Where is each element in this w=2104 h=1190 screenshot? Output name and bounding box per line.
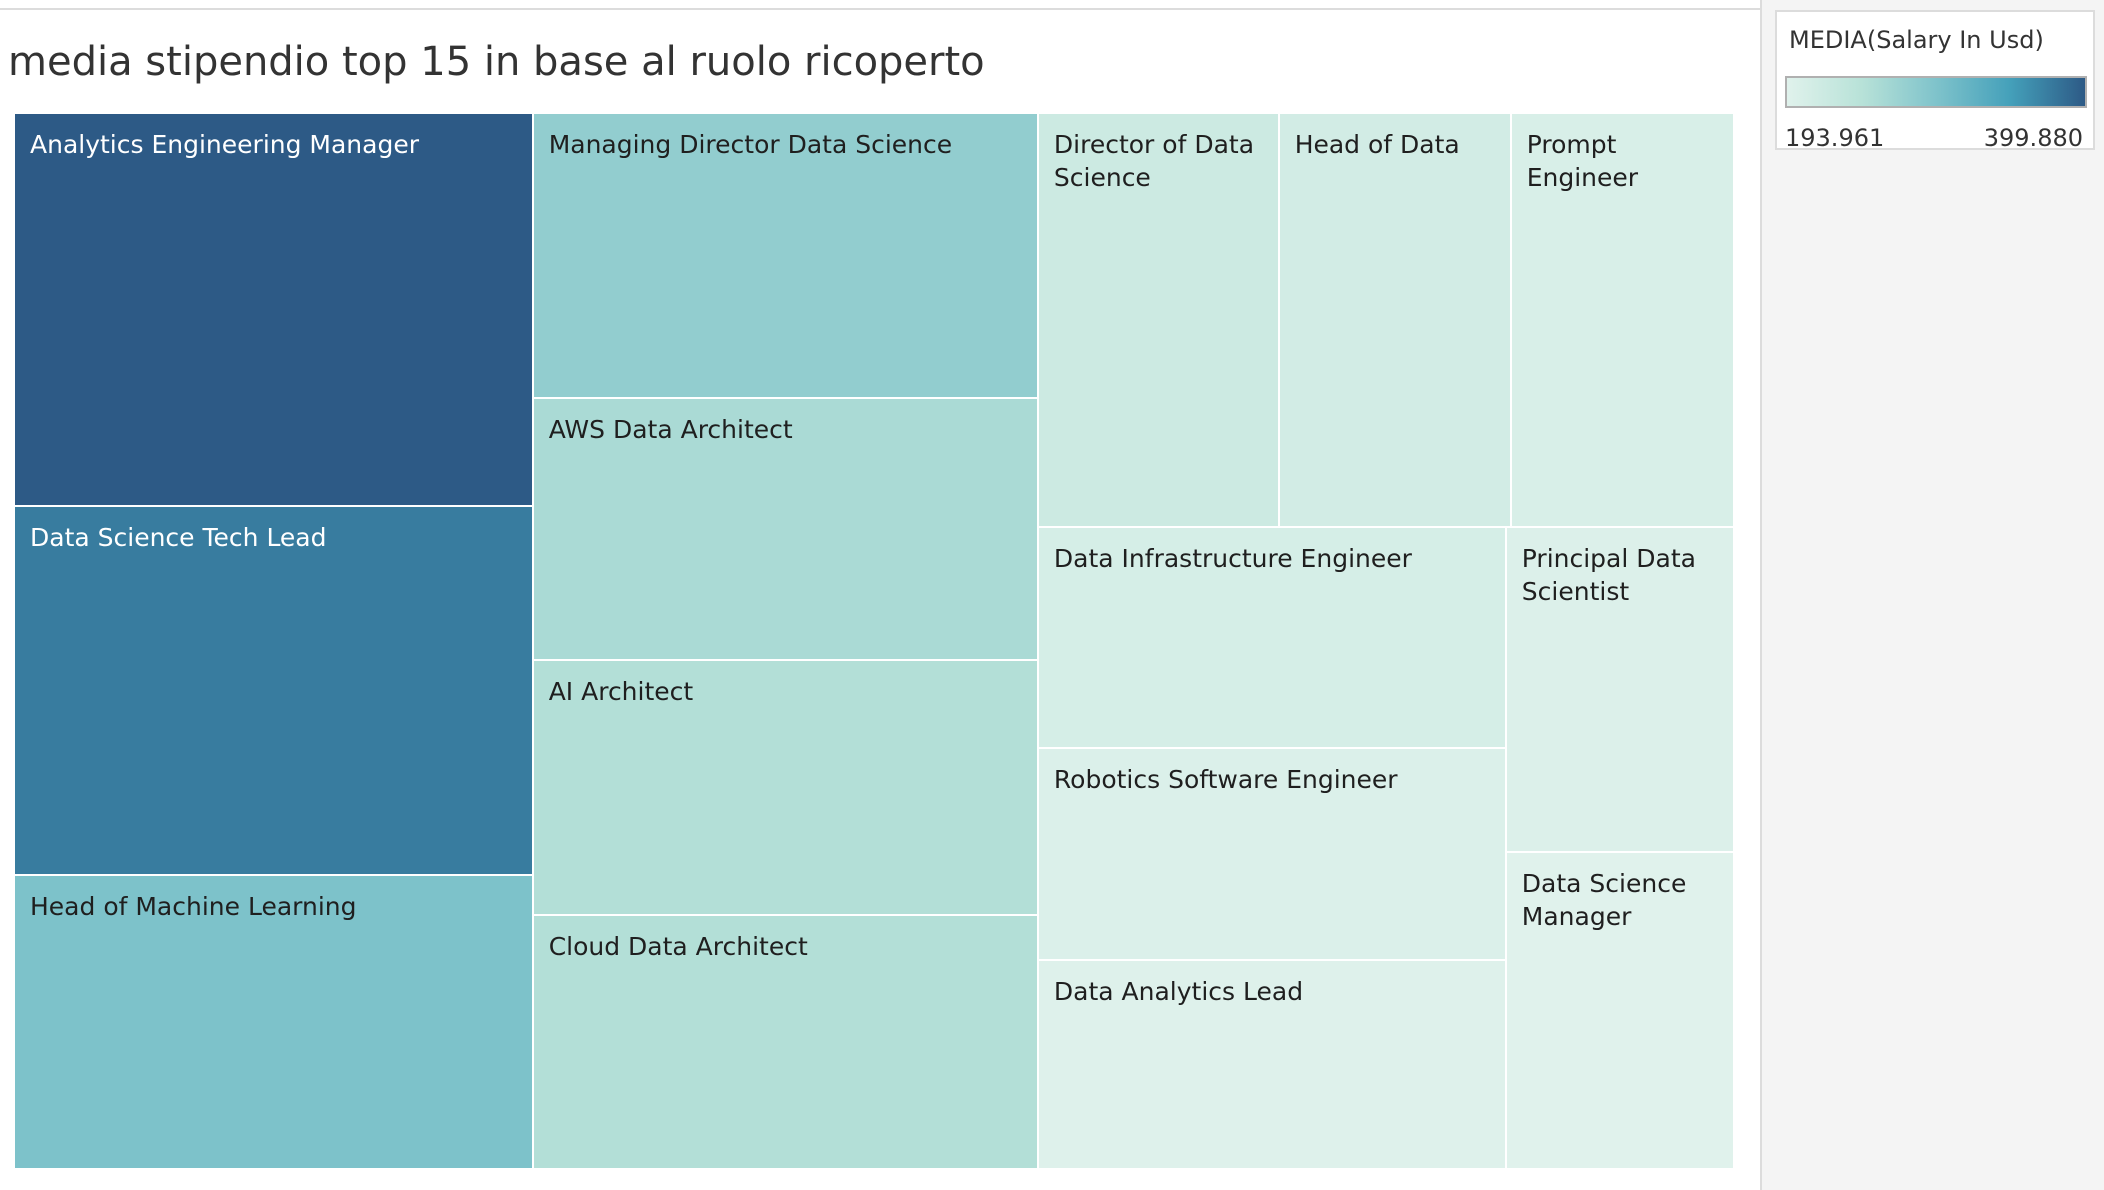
treemap: Analytics Engineering Manager Data Scienc…	[15, 114, 1735, 1170]
treemap-tile-label: Data Science Manager	[1521, 869, 1687, 932]
treemap-tile-label: Principal Data Scientist	[1521, 543, 1696, 606]
treemap-tile-label: Robotics Software Engineer	[1053, 764, 1398, 794]
treemap-tile-label: AWS Data Architect	[548, 414, 793, 444]
treemap-tile-label: Prompt Engineer	[1526, 130, 1639, 192]
treemap-tile-label: AI Architect	[548, 677, 694, 707]
treemap-tile-principal-data-scientist[interactable]: Principal Data Scientist	[1506, 527, 1735, 854]
legend-sidebar	[1760, 0, 2104, 1190]
treemap-tile-label: Head of Machine Learning	[30, 891, 357, 921]
treemap-tile-prompt-engineer[interactable]: Prompt Engineer	[1511, 114, 1735, 528]
treemap-tile-director-of-data-science[interactable]: Director of Data Science	[1038, 114, 1280, 528]
treemap-tile-label: Cloud Data Architect	[548, 931, 808, 961]
treemap-tile-label: Data Analytics Lead	[1053, 976, 1304, 1006]
treemap-tile-head-of-machine-learning[interactable]: Head of Machine Learning	[15, 875, 534, 1170]
treemap-tile-aws-data-architect[interactable]: AWS Data Architect	[533, 398, 1039, 662]
treemap-tile-data-science-tech-lead[interactable]: Data Science Tech Lead	[15, 507, 534, 876]
treemap-tile-head-of-data[interactable]: Head of Data	[1279, 114, 1512, 528]
treemap-tile-label: Data Science Tech Lead	[30, 523, 327, 553]
top-border	[0, 0, 1760, 10]
legend-title: MEDIA(Salary In Usd)	[1789, 26, 2044, 54]
treemap-tile-managing-director-data-science[interactable]: Managing Director Data Science	[533, 114, 1039, 399]
legend-max-value: 399.880	[1983, 124, 2083, 152]
treemap-tile-label: Data Infrastructure Engineer	[1053, 543, 1412, 573]
treemap-tile-label: Managing Director Data Science	[548, 130, 953, 159]
color-legend[interactable]: MEDIA(Salary In Usd) 193.961 399.880	[1775, 10, 2095, 152]
legend-min-value: 193.961	[1785, 124, 1885, 152]
treemap-tile-label: Analytics Engineering Manager	[30, 130, 420, 159]
treemap-tile-analytics-engineering-manager[interactable]: Analytics Engineering Manager	[15, 114, 534, 508]
treemap-tile-label: Head of Data	[1294, 130, 1460, 159]
treemap-tile-data-analytics-lead[interactable]: Data Analytics Lead	[1038, 960, 1507, 1170]
treemap-tile-ai-architect[interactable]: AI Architect	[533, 661, 1039, 916]
treemap-tile-robotics-software-engineer[interactable]: Robotics Software Engineer	[1038, 748, 1507, 961]
treemap-tile-data-science-manager[interactable]: Data Science Manager	[1506, 853, 1735, 1170]
legend-gradient-bar	[1785, 76, 2087, 108]
treemap-tile-label: Director of Data Science	[1053, 130, 1255, 192]
treemap-tile-cloud-data-architect[interactable]: Cloud Data Architect	[533, 915, 1039, 1170]
chart-title: media stipendio top 15 in base al ruolo …	[8, 39, 985, 85]
treemap-tile-data-infrastructure-engineer[interactable]: Data Infrastructure Engineer	[1038, 527, 1507, 749]
